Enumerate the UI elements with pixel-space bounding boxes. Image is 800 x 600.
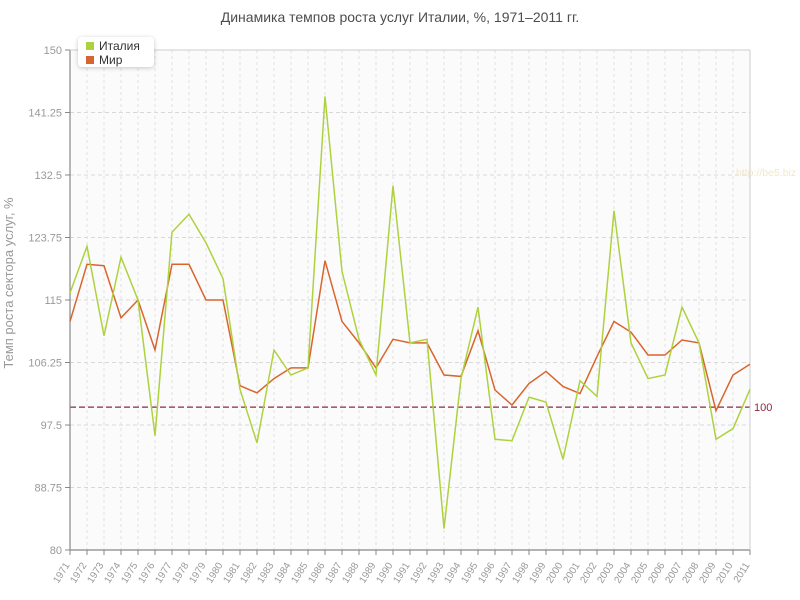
- svg-text:Темп роста сектора услуг, %: Темп роста сектора услуг, %: [1, 197, 16, 369]
- svg-text:150: 150: [44, 45, 62, 57]
- svg-text:97.5: 97.5: [41, 420, 62, 432]
- svg-text:100: 100: [754, 402, 772, 414]
- svg-text:Мир: Мир: [99, 53, 123, 67]
- svg-text:106.25: 106.25: [28, 358, 62, 370]
- svg-text:141.25: 141.25: [28, 108, 62, 120]
- svg-text:88.75: 88.75: [34, 483, 62, 495]
- svg-text:123.75: 123.75: [28, 233, 62, 245]
- svg-text:80: 80: [50, 545, 62, 557]
- svg-text:Италия: Италия: [99, 39, 140, 53]
- svg-text:132.5: 132.5: [34, 170, 62, 182]
- svg-text:Динамика темпов роста услуг Ит: Динамика темпов роста услуг Италии, %, 1…: [221, 9, 579, 25]
- svg-text:115: 115: [44, 295, 62, 307]
- svg-text:http://be5.biz: http://be5.biz: [736, 167, 796, 179]
